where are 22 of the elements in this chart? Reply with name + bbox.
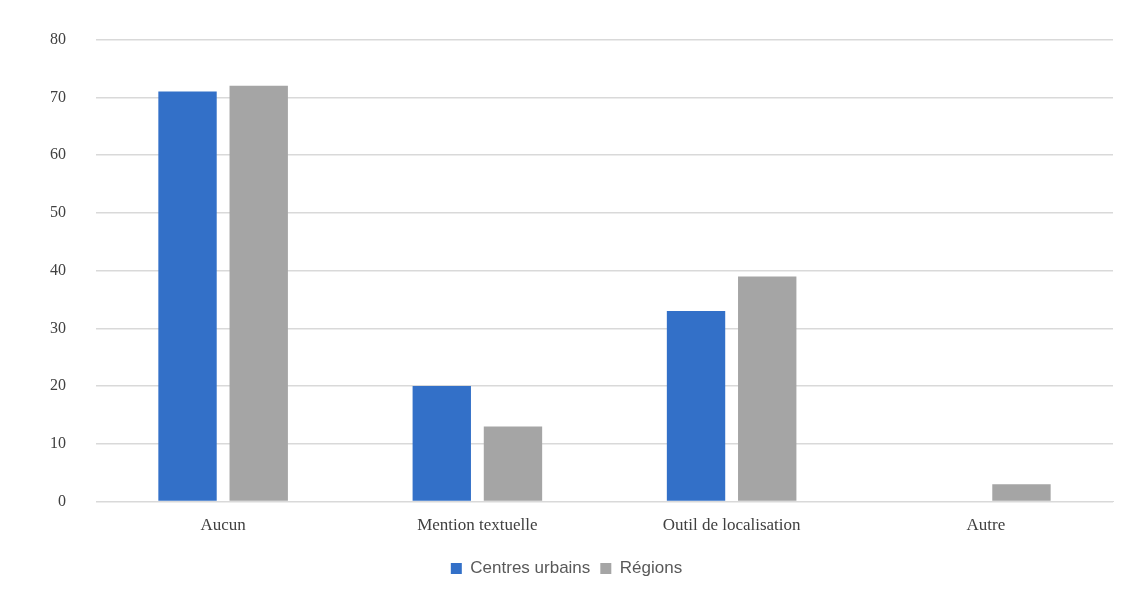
x-tick-label: Mention textuelle — [417, 515, 538, 535]
y-tick-label: 60 — [50, 145, 66, 163]
y-tick-label: 0 — [58, 491, 66, 509]
legend-label: Régions — [619, 558, 683, 578]
bar — [738, 276, 797, 501]
y-tick-label: 10 — [50, 434, 66, 452]
bar — [992, 484, 1051, 501]
legend-label: Centres urbains — [470, 558, 591, 578]
x-tick-label: Autre — [966, 515, 1006, 535]
x-tick-label: Outil de localisation — [662, 515, 802, 535]
y-tick-label: 30 — [50, 318, 66, 336]
y-tick-label: 80 — [50, 29, 66, 47]
y-tick-label: 20 — [50, 376, 66, 394]
bar — [229, 85, 288, 501]
bar — [666, 311, 726, 501]
y-tick-label: 50 — [50, 203, 66, 221]
y-tick-label: 40 — [50, 260, 66, 278]
x-tick-label: Aucun — [200, 515, 247, 535]
bar — [158, 91, 217, 501]
bar — [412, 386, 471, 501]
y-tick-label: 70 — [50, 87, 66, 105]
bar — [483, 426, 543, 501]
